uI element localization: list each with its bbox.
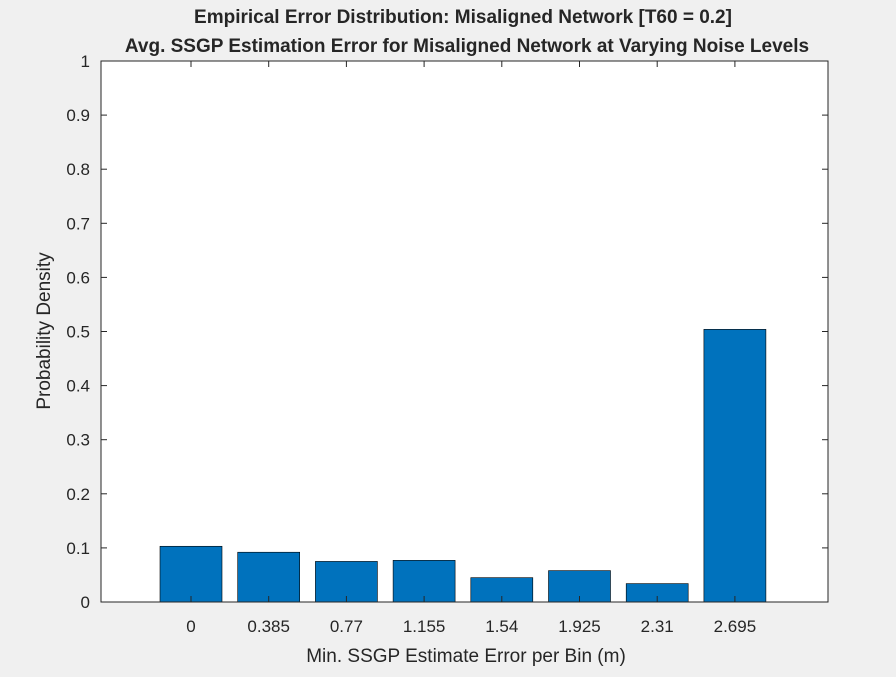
y-tick-label: 0.3 bbox=[66, 431, 90, 450]
y-tick-label: 0.4 bbox=[66, 377, 90, 396]
y-tick-label: 0.9 bbox=[66, 106, 90, 125]
y-tick-label: 0.6 bbox=[66, 268, 90, 287]
y-tick-label: 0.5 bbox=[66, 323, 90, 342]
bars-layer bbox=[159, 329, 767, 603]
x-tick-label: 1.54 bbox=[485, 617, 518, 636]
ticks-layer bbox=[101, 60, 828, 603]
y-tick-label: 1 bbox=[81, 52, 90, 71]
y-tick-label: 0.2 bbox=[66, 485, 90, 504]
bar-3 bbox=[392, 560, 456, 603]
x-tick-label: 0.77 bbox=[330, 617, 363, 636]
y-tick-label: 0.1 bbox=[66, 539, 90, 558]
y-tick-label: 0 bbox=[81, 593, 90, 612]
x-tick-label: 0 bbox=[186, 617, 195, 636]
x-tick-label: 2.695 bbox=[714, 617, 757, 636]
x-tick-label: 0.385 bbox=[247, 617, 290, 636]
chart-subtitle: Avg. SSGP Estimation Error for Misaligne… bbox=[125, 36, 809, 57]
y-tick-label: 0.7 bbox=[66, 214, 90, 233]
bar-1 bbox=[237, 551, 300, 603]
x-tick-label: 2.31 bbox=[641, 617, 674, 636]
chart-title: Empirical Error Distribution: Misaligned… bbox=[194, 7, 732, 28]
plot-frame bbox=[100, 60, 829, 603]
bar-2 bbox=[315, 561, 378, 603]
x-tick-label: 1.155 bbox=[403, 617, 446, 636]
x-axis-label: Min. SSGP Estimate Error per Bin (m) bbox=[306, 646, 626, 667]
bar-0 bbox=[159, 545, 223, 603]
y-tick-label: 0.8 bbox=[66, 160, 90, 179]
y-axis-label: Probability Density bbox=[34, 252, 55, 410]
x-tick-label: 1.925 bbox=[558, 617, 601, 636]
bar-7 bbox=[703, 329, 767, 603]
tick-labels-layer: 0 0.385 0.77 1.155 1.54 1.925 2.31 2.695 0 0.1 0.2… bbox=[66, 52, 756, 636]
